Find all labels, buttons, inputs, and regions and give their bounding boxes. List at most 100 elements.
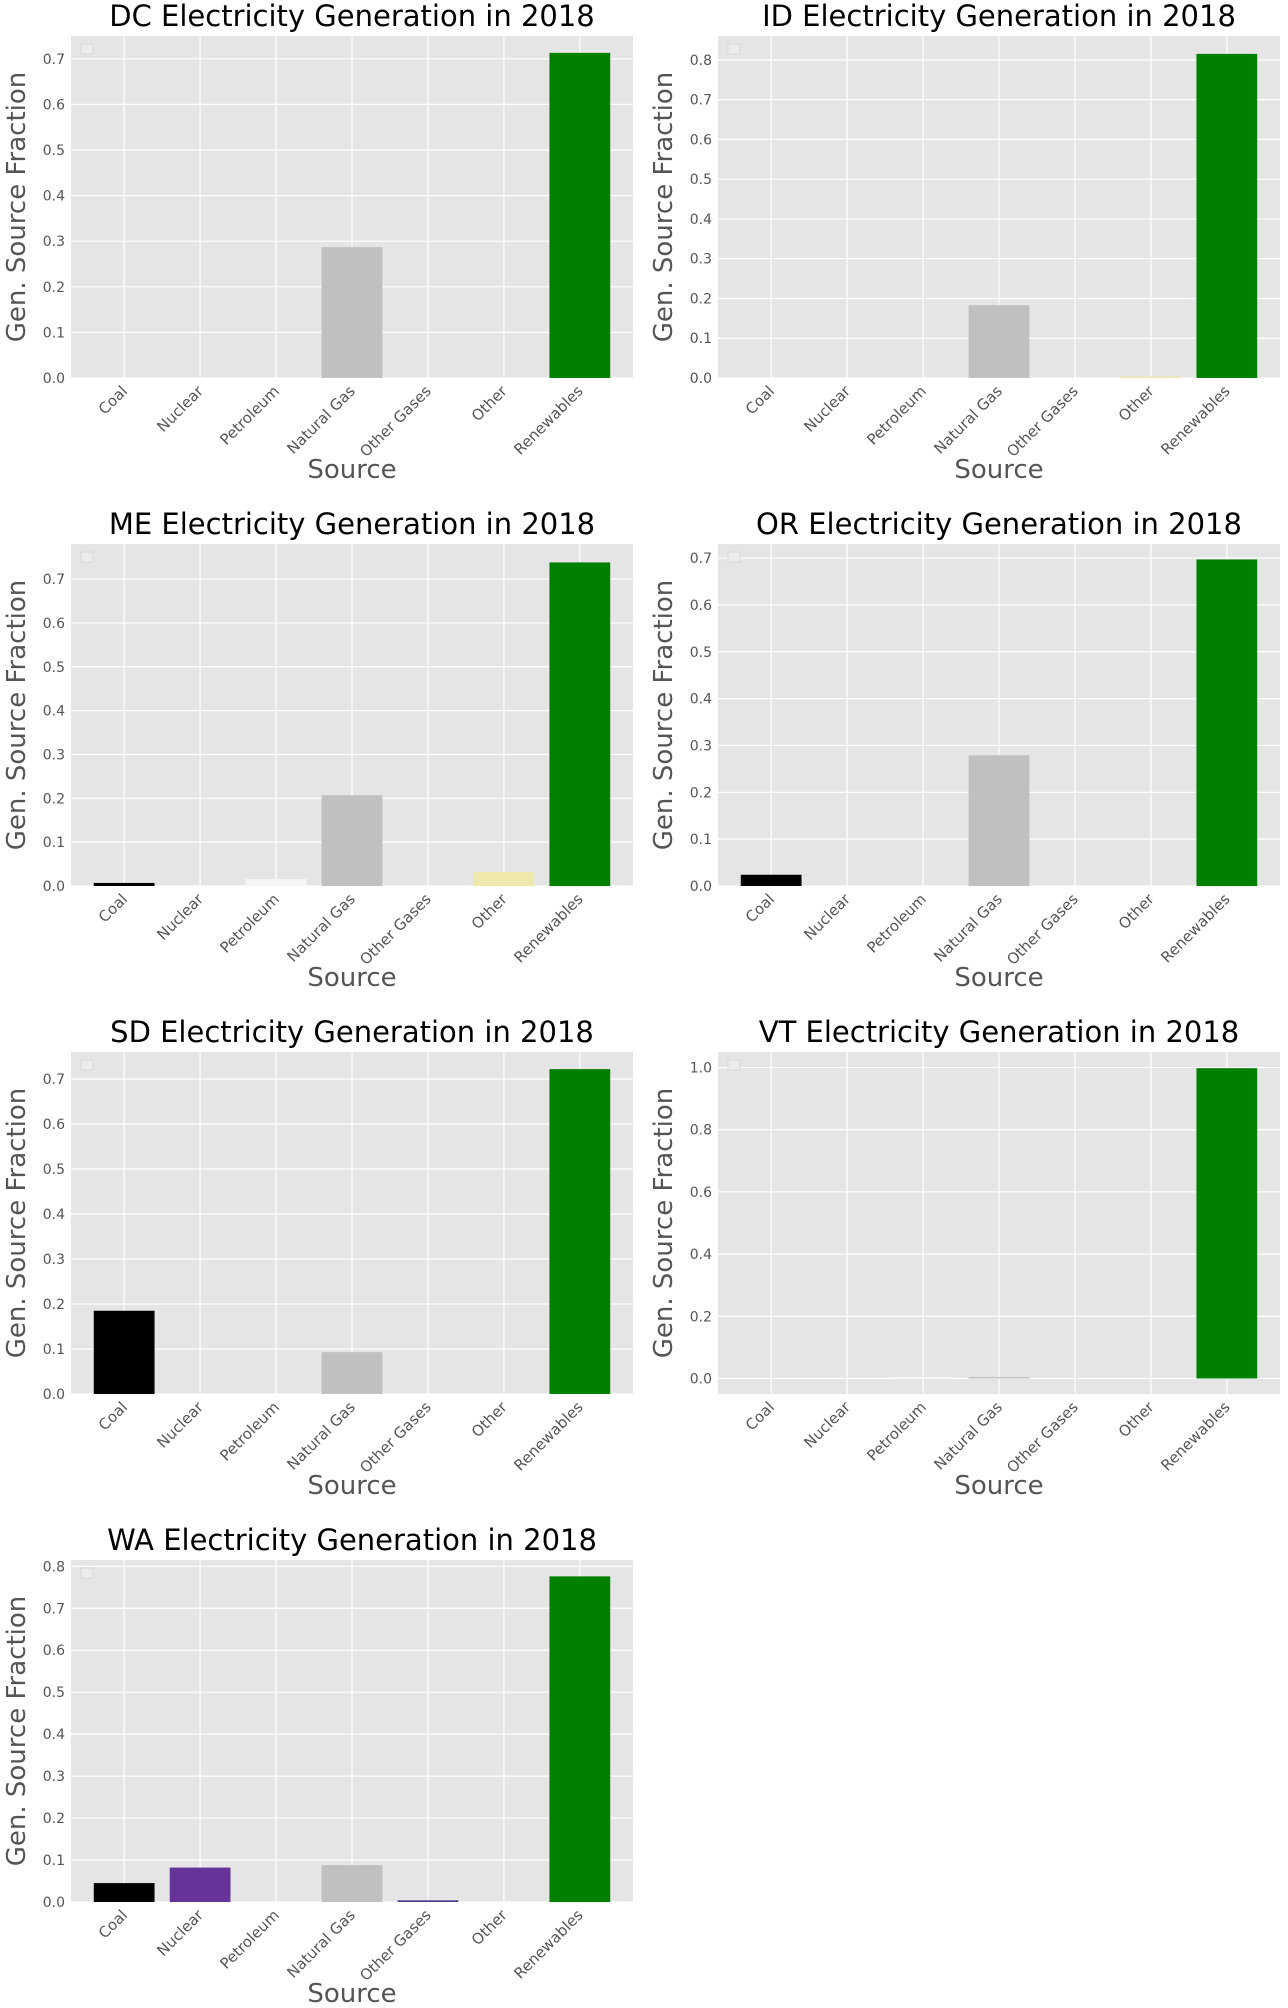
- y-tick-label: 0.6: [690, 1185, 712, 1201]
- y-tick-label: 0.1: [690, 832, 712, 848]
- legend-box: [80, 551, 94, 563]
- y-tick-label: 0.2: [690, 785, 712, 801]
- x-tick-label: Renewables: [1157, 382, 1233, 458]
- bar-renewables: [1196, 1068, 1258, 1379]
- bar-natural-gas: [321, 1865, 383, 1902]
- y-tick-label: 0.5: [43, 143, 65, 159]
- bar-natural-gas: [321, 1352, 383, 1394]
- y-tick-label: 0.8: [690, 53, 712, 69]
- y-tick-label: 0.5: [43, 1162, 65, 1178]
- y-tick-label: 0.2: [43, 280, 65, 296]
- y-tick-label: 0.0: [43, 1387, 65, 1403]
- x-axis-label: Source: [954, 455, 1043, 485]
- x-tick-label: Renewables: [510, 1398, 586, 1474]
- bar-natural-gas: [321, 795, 383, 886]
- x-axis-label: Source: [954, 963, 1043, 993]
- bar-nuclear: [169, 1867, 231, 1902]
- x-tick-label: Nuclear: [153, 890, 207, 944]
- bar-natural-gas: [321, 247, 383, 378]
- bar-coal: [740, 874, 802, 886]
- x-tick-label: Nuclear: [800, 382, 854, 436]
- chart-title: ID Electricity Generation in 2018: [762, 0, 1236, 33]
- chart-panel-5: 0.0 0.1 0.2 0.3 0.4 0.5 0.6 0.7 Coal Nuclear Petro…: [2, 1015, 633, 1501]
- bar-renewables: [549, 1069, 611, 1394]
- y-tick-label: 0.5: [690, 645, 712, 661]
- x-tick-label: Natural Gas: [930, 382, 1006, 458]
- bar-natural-gas: [968, 305, 1030, 378]
- x-tick-label: Other Gases: [1003, 1398, 1082, 1477]
- x-tick-label: Natural Gas: [283, 382, 359, 458]
- y-tick-label: 0.2: [43, 791, 65, 807]
- chart-panel-2: 0.0 0.1 0.2 0.3 0.4 0.5 0.6 0.7 0.8 Coal Nuclear Pe…: [649, 0, 1280, 485]
- y-tick-label: 0.4: [43, 1207, 65, 1223]
- x-tick-label: Petroleum: [863, 1398, 930, 1465]
- y-tick-label: 0.3: [43, 1769, 65, 1785]
- x-tick-label: Other Gases: [356, 1398, 435, 1477]
- x-tick-label: Nuclear: [153, 1906, 207, 1960]
- bar-renewables: [549, 1576, 611, 1902]
- chart-panel-1: 0.0 0.1 0.2 0.3 0.4 0.5 0.6 0.7 Coal Nuclear Petro…: [2, 0, 633, 485]
- y-tick-label: 0.2: [43, 1297, 65, 1313]
- chart-title: ME Electricity Generation in 2018: [109, 507, 595, 541]
- y-tick-label: 0.5: [690, 172, 712, 188]
- legend-box: [727, 1059, 741, 1071]
- x-tick-label: Petroleum: [863, 890, 930, 957]
- x-tick-label: Natural Gas: [930, 1398, 1006, 1474]
- y-tick-label: 0.2: [690, 1309, 712, 1325]
- x-tick-label: Other: [1115, 890, 1158, 933]
- x-tick-label: Nuclear: [153, 382, 207, 436]
- x-tick-label: Nuclear: [153, 1398, 207, 1452]
- y-axis-label: Gen. Source Fraction: [2, 1088, 32, 1359]
- y-axis-label: Gen. Source Fraction: [649, 72, 679, 343]
- x-tick-label: Other: [1115, 382, 1158, 425]
- x-tick-label: Renewables: [1157, 1398, 1233, 1474]
- y-tick-label: 0.3: [43, 747, 65, 763]
- x-tick-label: Renewables: [510, 382, 586, 458]
- bar-other-gases: [397, 1900, 459, 1902]
- y-tick-label: 0.2: [690, 291, 712, 307]
- x-tick-label: Other Gases: [356, 382, 435, 461]
- x-tick-label: Nuclear: [800, 890, 854, 944]
- x-tick-label: Natural Gas: [283, 890, 359, 966]
- x-tick-label: Other: [468, 1398, 511, 1441]
- chart-title: DC Electricity Generation in 2018: [109, 0, 595, 33]
- y-axis-label: Gen. Source Fraction: [649, 1088, 679, 1359]
- bar-coal: [93, 882, 155, 886]
- y-axis-label: Gen. Source Fraction: [2, 580, 32, 851]
- x-tick-label: Petroleum: [216, 382, 283, 449]
- y-tick-label: 0.4: [43, 704, 65, 720]
- bar-natural-gas: [968, 1376, 1030, 1379]
- x-tick-label: Natural Gas: [930, 890, 1006, 966]
- chart-title: SD Electricity Generation in 2018: [110, 1015, 594, 1049]
- y-tick-label: 0.6: [43, 1117, 65, 1133]
- bar-renewables: [1196, 53, 1258, 378]
- x-axis-label: Source: [954, 1471, 1043, 1501]
- bar-renewables: [1196, 559, 1258, 886]
- x-tick-label: Petroleum: [216, 1906, 283, 1973]
- y-tick-label: 0.8: [43, 1559, 65, 1575]
- x-tick-label: Coal: [95, 382, 131, 418]
- x-tick-label: Nuclear: [800, 1398, 854, 1452]
- y-tick-label: 0.2: [43, 1811, 65, 1827]
- y-tick-label: 0.0: [43, 1895, 65, 1911]
- y-tick-label: 0.0: [690, 1371, 712, 1387]
- y-tick-label: 0.6: [43, 1643, 65, 1659]
- y-tick-label: 0.1: [43, 1853, 65, 1869]
- x-tick-label: Coal: [95, 890, 131, 926]
- x-axis-label: Source: [307, 455, 396, 485]
- y-tick-label: 0.4: [690, 692, 712, 708]
- y-tick-label: 0.6: [690, 132, 712, 148]
- bar-petroleum: [245, 878, 307, 886]
- x-tick-label: Renewables: [1157, 890, 1233, 966]
- y-tick-label: 0.7: [690, 93, 712, 109]
- y-tick-label: 0.0: [43, 879, 65, 895]
- y-tick-label: 0.1: [43, 325, 65, 341]
- bar-petroleum: [892, 1376, 954, 1379]
- y-tick-label: 0.7: [43, 1072, 65, 1088]
- x-axis-label: Source: [307, 1979, 396, 2008]
- x-tick-label: Other Gases: [356, 890, 435, 969]
- x-axis-label: Source: [307, 1471, 396, 1501]
- y-tick-label: 0.1: [43, 835, 65, 851]
- chart-panel-6: 0.0 0.2 0.4 0.6 0.8 1.0 Coal Nuclear Petroleum Na…: [649, 1015, 1280, 1501]
